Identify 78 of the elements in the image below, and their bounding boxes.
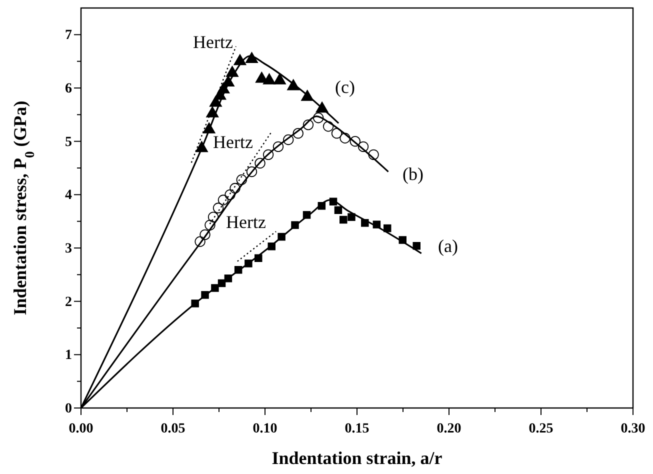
y-tick-label: 3 [65, 241, 72, 256]
point [254, 254, 262, 262]
point [218, 194, 229, 206]
point [224, 274, 232, 282]
point [211, 284, 219, 292]
point [202, 122, 216, 134]
point [358, 141, 369, 152]
y-tick-label: 5 [65, 134, 72, 150]
point [244, 260, 252, 268]
y-tick-label: 6 [65, 81, 72, 96]
point [262, 72, 276, 84]
point [398, 236, 407, 244]
x-tick-label: 0.20 [436, 421, 462, 436]
x-tick-label: 0.15 [344, 421, 370, 436]
point [372, 220, 381, 228]
point [245, 52, 258, 63]
y-tick-label: 7 [65, 28, 72, 44]
x-tick-label: 0.05 [160, 421, 186, 436]
annotation: Hertz [226, 212, 266, 232]
point [322, 121, 334, 132]
annotation: (a) [438, 236, 458, 256]
x-tick-label: 0.30 [620, 421, 646, 436]
point [224, 189, 236, 200]
point [300, 89, 314, 101]
point [340, 132, 350, 144]
point [222, 75, 235, 86]
annotation: (b) [402, 164, 424, 184]
point [254, 158, 266, 169]
point [230, 182, 240, 194]
annotation: Hertz [193, 32, 233, 52]
point [204, 220, 216, 230]
point [212, 202, 224, 214]
point [313, 112, 324, 124]
annotation: (c) [335, 77, 355, 97]
annotation: Hertz [213, 132, 253, 152]
point [350, 136, 360, 147]
point [331, 128, 342, 139]
point [286, 78, 300, 90]
point [292, 128, 304, 139]
point [368, 149, 379, 160]
point [273, 72, 286, 84]
point [191, 300, 199, 308]
point [246, 166, 258, 178]
y-tick-label: 1 [65, 348, 72, 364]
point [361, 219, 369, 227]
point [334, 206, 342, 214]
y-tick-label: 4 [65, 188, 72, 204]
y-tick-label: 2 [65, 294, 72, 310]
point [291, 221, 299, 229]
point [233, 54, 247, 66]
point [272, 141, 284, 152]
point [200, 229, 210, 240]
point [268, 242, 276, 250]
point [340, 216, 348, 224]
x-tick-label: 0.10 [252, 421, 278, 436]
point [236, 174, 247, 186]
point [262, 149, 274, 160]
x-tick-label: 0.25 [528, 421, 554, 436]
point [201, 291, 209, 299]
point [348, 213, 356, 221]
point [195, 140, 208, 152]
point [315, 101, 329, 113]
point [329, 198, 338, 206]
point [278, 232, 286, 241]
point [302, 119, 314, 130]
point [318, 202, 326, 210]
y-tick-label: 0 [65, 401, 72, 416]
point [226, 65, 239, 77]
point [283, 134, 294, 146]
point [234, 266, 242, 274]
point [383, 224, 392, 232]
point [208, 212, 219, 222]
point [412, 242, 420, 250]
point [194, 236, 206, 247]
point [206, 106, 219, 118]
x-tick-label: 0.00 [68, 421, 94, 436]
point [302, 211, 311, 219]
x-axis-title: Indentation strain, a/r [272, 448, 442, 468]
